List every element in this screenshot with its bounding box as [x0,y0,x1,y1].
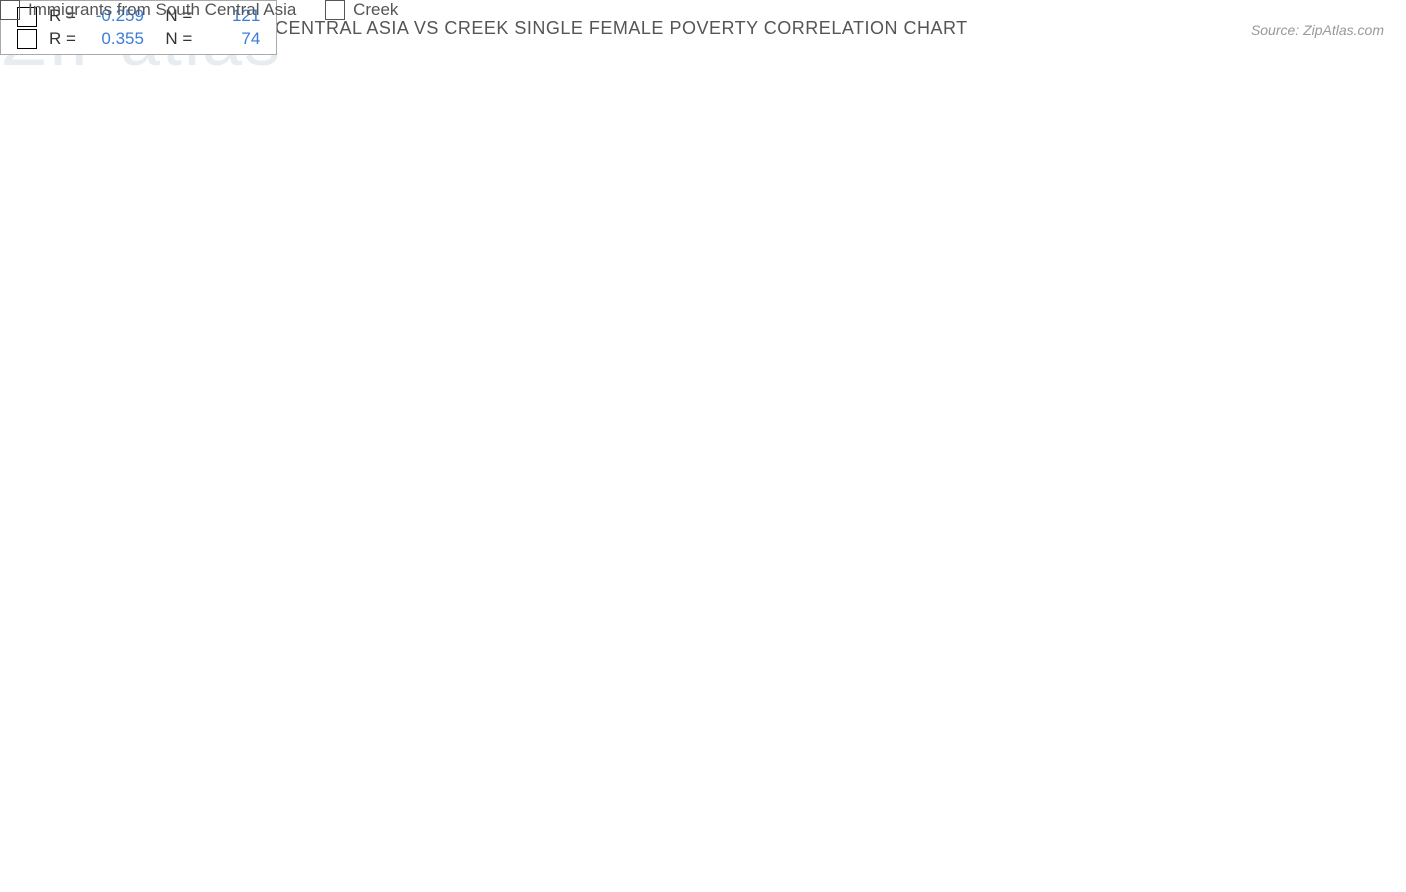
swatch-icon [17,29,37,49]
legend-label-b: Creek [353,0,398,20]
legend-label-a: Immigrants from South Central Asia [28,0,296,20]
swatch-icon [0,0,20,20]
source-attribution: Source: ZipAtlas.com [1251,22,1384,38]
n-label: N = [165,29,192,48]
swatch-icon [325,0,345,20]
r-label: R = [49,29,76,48]
r-value-b: 0.355 [88,29,144,49]
legend-row-series-b: R = 0.355 N = 74 [11,28,266,51]
n-value-b: 74 [204,29,260,49]
legend-series: Immigrants from South Central Asia Creek [0,0,422,25]
legend-item-b: Creek [325,0,398,20]
legend-item-a: Immigrants from South Central Asia [0,0,296,20]
